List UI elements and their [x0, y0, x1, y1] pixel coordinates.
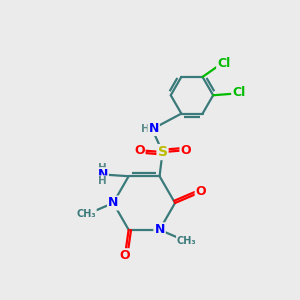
- Text: N: N: [148, 122, 159, 135]
- Text: H: H: [98, 176, 107, 186]
- Text: CH₃: CH₃: [76, 209, 96, 219]
- Text: Cl: Cl: [217, 57, 230, 70]
- Text: O: O: [134, 143, 145, 157]
- Text: O: O: [181, 143, 191, 157]
- Text: Cl: Cl: [232, 86, 245, 99]
- Text: H: H: [141, 124, 150, 134]
- Text: N: N: [98, 168, 108, 181]
- Text: N: N: [154, 223, 165, 236]
- Text: N: N: [108, 196, 119, 209]
- Text: O: O: [196, 185, 206, 198]
- Text: S: S: [158, 145, 167, 159]
- Text: H: H: [98, 163, 107, 173]
- Text: O: O: [119, 249, 130, 262]
- Text: CH₃: CH₃: [177, 236, 196, 246]
